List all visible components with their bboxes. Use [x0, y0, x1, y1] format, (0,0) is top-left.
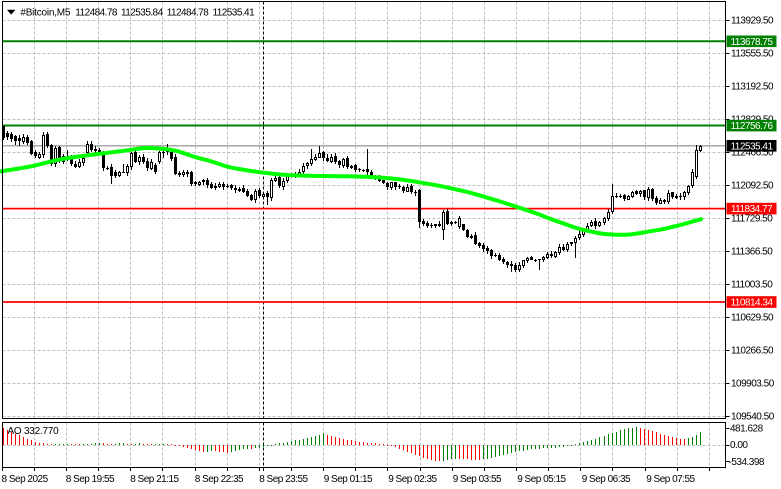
svg-text:111003.50: 111003.50 [731, 280, 773, 291]
svg-text:112535.84: 112535.84 [121, 8, 164, 19]
svg-text:112535.41: 112535.41 [730, 141, 773, 152]
svg-text:8 Sep 19:55: 8 Sep 19:55 [66, 474, 115, 485]
svg-text:9 Sep 05:15: 9 Sep 05:15 [517, 474, 566, 485]
svg-text:9 Sep 03:55: 9 Sep 03:55 [453, 474, 502, 485]
svg-text:110814.34: 110814.34 [730, 298, 773, 309]
svg-text:112484.78: 112484.78 [75, 8, 118, 19]
svg-text:113555.50: 113555.50 [731, 49, 774, 60]
svg-text:-534.398: -534.398 [729, 457, 765, 468]
svg-text:9 Sep 02:35: 9 Sep 02:35 [388, 474, 437, 485]
svg-text:111729.50: 111729.50 [731, 214, 773, 225]
svg-text:109903.50: 109903.50 [731, 379, 775, 390]
svg-text:112535.41: 112535.41 [213, 8, 256, 19]
svg-text:8 Sep 22:35: 8 Sep 22:35 [195, 474, 244, 485]
svg-text:111366.50: 111366.50 [731, 247, 773, 258]
svg-text:#Bitcoin,M5: #Bitcoin,M5 [20, 8, 70, 19]
svg-text:111834.77: 111834.77 [731, 204, 773, 215]
svg-text:113678.75: 113678.75 [730, 37, 773, 48]
svg-text:110266.50: 110266.50 [731, 346, 774, 357]
svg-text:AO 332.770: AO 332.770 [8, 426, 60, 437]
svg-text:113929.50: 113929.50 [731, 16, 774, 27]
svg-text:9 Sep 06:35: 9 Sep 06:35 [582, 474, 631, 485]
svg-text:109540.50: 109540.50 [731, 412, 775, 423]
svg-text:8 Sep 23:55: 8 Sep 23:55 [259, 474, 308, 485]
svg-text:110629.50: 110629.50 [731, 313, 774, 324]
svg-text:8 Sep 2025: 8 Sep 2025 [2, 474, 49, 485]
svg-text:9 Sep 01:15: 9 Sep 01:15 [324, 474, 373, 485]
svg-text:112484.78: 112484.78 [167, 8, 210, 19]
svg-text:112466.50: 112466.50 [731, 148, 774, 159]
svg-text:112092.50: 112092.50 [731, 181, 774, 192]
svg-text:9 Sep 07:55: 9 Sep 07:55 [646, 474, 695, 485]
svg-text:113192.50: 113192.50 [731, 82, 774, 93]
svg-text:8 Sep 21:15: 8 Sep 21:15 [130, 474, 179, 485]
svg-text:0.00: 0.00 [730, 440, 748, 451]
svg-text:481.628: 481.628 [730, 424, 764, 435]
svg-text:112756.76: 112756.76 [730, 121, 773, 132]
